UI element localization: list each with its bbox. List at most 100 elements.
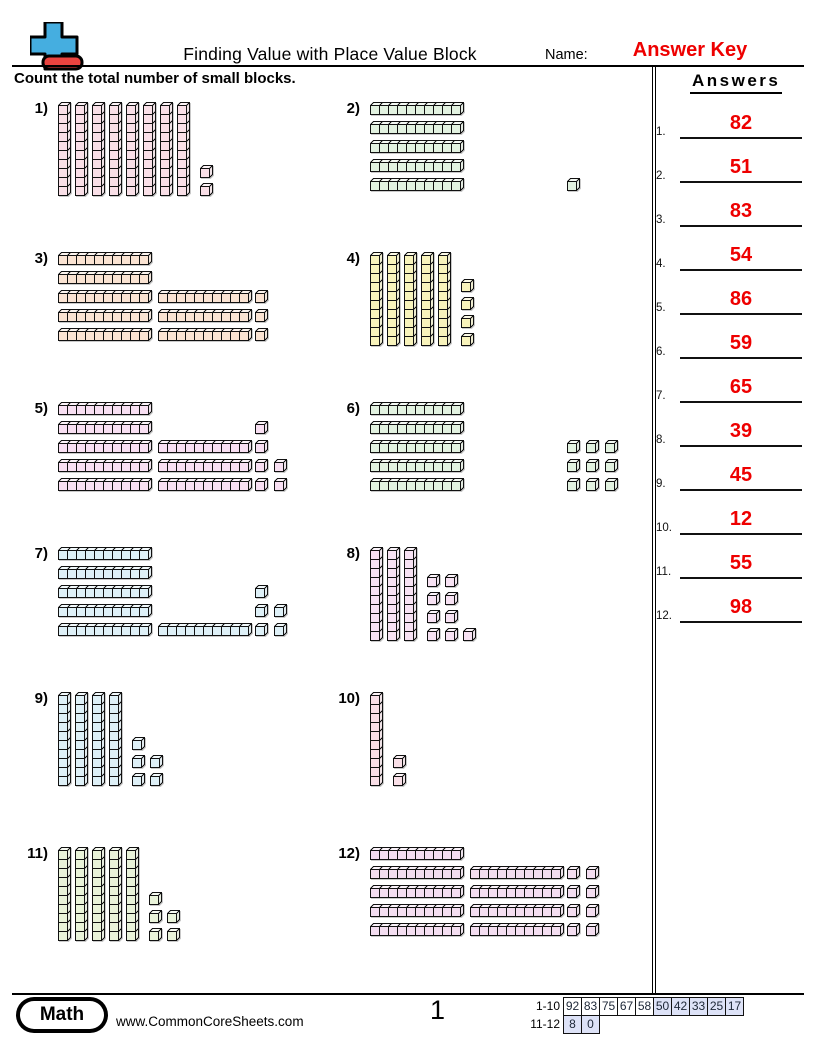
answer-row-4: 4. 54 (656, 244, 804, 271)
ones-cube (149, 910, 162, 923)
ones-cube (427, 628, 440, 641)
tens-rod (421, 252, 434, 346)
ones-cube (586, 440, 599, 453)
blocks-area (370, 402, 638, 506)
answer-value: 86 (729, 288, 753, 310)
tens-rod (58, 309, 152, 322)
tens-rod (370, 459, 464, 472)
tens-rod (109, 847, 122, 941)
tens-rod (109, 102, 122, 196)
blocks-area (58, 692, 326, 796)
answer-blank: 82 (680, 112, 802, 139)
score-range-label: 11-12 (530, 1017, 560, 1031)
ones-cube (586, 866, 599, 879)
answer-key-label: Answer Key (632, 39, 748, 61)
problem-number: 8) (346, 545, 360, 562)
tens-rod (370, 252, 383, 346)
tens-rod (58, 290, 152, 303)
problem-number: 7) (34, 545, 48, 562)
answer-value: 51 (729, 156, 753, 178)
ones-cube (150, 755, 163, 768)
problem-12: 12) (334, 845, 639, 957)
tens-rod (58, 478, 152, 491)
ones-cube (586, 459, 599, 472)
answer-blank: 51 (680, 156, 802, 183)
tens-rod (370, 102, 464, 115)
score-cell: 58 (635, 997, 654, 1016)
ones-cube (427, 610, 440, 623)
ones-cube (132, 737, 145, 750)
tens-rod (370, 866, 464, 879)
subject-badge-label: Math (20, 1001, 104, 1029)
ones-cube (605, 440, 618, 453)
tens-rod (75, 847, 88, 941)
answer-number: 3. (656, 214, 666, 226)
score-cell: 92 (563, 997, 582, 1016)
tens-rod (58, 102, 71, 196)
score-cell: 50 (653, 997, 672, 1016)
ones-cube (132, 755, 145, 768)
tens-rod (158, 440, 252, 453)
tens-rod (158, 328, 252, 341)
ones-cube (463, 628, 476, 641)
ones-cube (427, 592, 440, 605)
answer-number: 2. (656, 170, 666, 182)
score-cell: 67 (617, 997, 636, 1016)
ones-cube (393, 773, 406, 786)
tens-rod (58, 440, 152, 453)
problem-2: 2) (334, 100, 639, 212)
ones-cube (200, 183, 213, 196)
problem-number: 5) (34, 400, 48, 417)
answer-value: 55 (729, 552, 753, 574)
problem-number: 12) (338, 845, 360, 862)
ones-cube (461, 279, 474, 292)
tens-rod (370, 904, 464, 917)
tens-rod (58, 252, 152, 265)
name-label: Name: (545, 47, 588, 63)
tens-rod (387, 252, 400, 346)
score-cell: 0 (581, 1015, 600, 1034)
ones-cube (567, 459, 580, 472)
ones-cube (132, 773, 145, 786)
answer-number: 11. (656, 566, 672, 578)
tens-rod (92, 847, 105, 941)
blocks-area (58, 252, 326, 356)
problem-11: 11) (22, 845, 327, 957)
tens-rod (58, 328, 152, 341)
ones-cube (445, 628, 458, 641)
tens-rod (58, 604, 152, 617)
tens-rod (370, 923, 464, 936)
tens-rod (470, 866, 564, 879)
blocks-area (370, 547, 638, 651)
tens-rod (158, 309, 252, 322)
tens-rod (370, 178, 464, 191)
tens-rod (370, 885, 464, 898)
ones-cube (586, 923, 599, 936)
tens-rod (160, 102, 173, 196)
ones-cube (445, 610, 458, 623)
answer-blank: 83 (680, 200, 802, 227)
ones-cube (567, 440, 580, 453)
ones-cube (461, 297, 474, 310)
tens-rod (370, 547, 383, 641)
problem-3: 3) (22, 250, 327, 362)
footer-rule (12, 993, 804, 995)
answer-blank: 86 (680, 288, 802, 315)
tens-rod (158, 290, 252, 303)
tens-rod (470, 923, 564, 936)
answer-blank: 12 (680, 508, 802, 535)
tens-rod (75, 692, 88, 786)
answer-number: 9. (656, 478, 666, 490)
page-title: Finding Value with Place Value Block (183, 44, 477, 64)
tens-rod (126, 102, 139, 196)
ones-cube (567, 478, 580, 491)
tens-rod (92, 102, 105, 196)
score-cell: 33 (689, 997, 708, 1016)
score-cell: 8 (563, 1015, 582, 1034)
ones-cube (255, 290, 268, 303)
problem-number: 6) (346, 400, 360, 417)
tens-rod (370, 692, 383, 786)
tens-rod (370, 159, 464, 172)
tens-rod (158, 623, 252, 636)
tens-rod (58, 271, 152, 284)
